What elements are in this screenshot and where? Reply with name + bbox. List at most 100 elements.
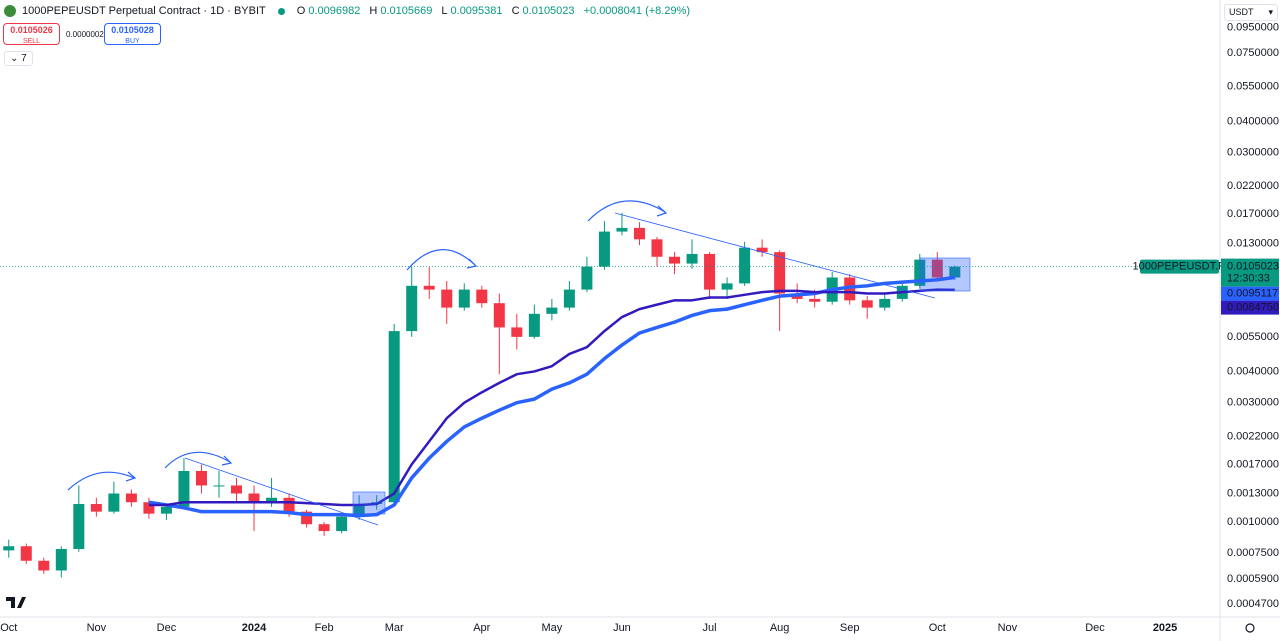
x-tick-label: Nov xyxy=(87,622,107,634)
moving-average xyxy=(148,288,955,507)
y-tick-label: 0.0017000 xyxy=(1227,458,1279,470)
buy-price: 0.0105028 xyxy=(111,25,154,35)
x-tick-label: Jun xyxy=(613,622,631,634)
x-tick-label: Dec xyxy=(157,622,177,634)
candle-body xyxy=(774,252,786,294)
candle-body xyxy=(598,231,610,267)
candle-body xyxy=(704,253,716,290)
candle-body xyxy=(55,548,67,571)
candle-body xyxy=(301,511,313,525)
y-tick-label: 0.0170000 xyxy=(1227,208,1279,220)
candle-body xyxy=(563,289,575,308)
y-tick-label: 0.0300000 xyxy=(1227,147,1279,159)
y-tick-label: 0.0022000 xyxy=(1227,430,1279,442)
x-tick-label: Sep xyxy=(840,622,860,634)
candle-body xyxy=(458,289,470,308)
candle-body xyxy=(511,327,523,337)
currency: USDT xyxy=(1229,7,1254,17)
ohlc-key: C xyxy=(511,5,520,17)
ohlc: O 0.0096982 H 0.0105669 L 0.0095381 C 0.0105… xyxy=(297,5,693,17)
ma-label-box xyxy=(1221,300,1279,315)
trendline xyxy=(614,212,936,299)
arrow xyxy=(406,249,476,271)
candle-body xyxy=(581,266,593,290)
candle-body xyxy=(686,253,698,264)
plot xyxy=(3,213,961,578)
last-price-box xyxy=(1221,258,1279,287)
ohlc-value: 0.0095381 xyxy=(450,5,503,17)
candle-body xyxy=(353,504,365,517)
candle-body xyxy=(809,298,821,302)
arrowhead xyxy=(466,258,478,269)
last-price-label: 0.0105023 xyxy=(1227,261,1279,273)
x-tick-label: Aug xyxy=(770,622,790,634)
ohlc-key: H xyxy=(369,5,378,17)
y-tick-label: 0.0220000 xyxy=(1227,180,1279,192)
y-tick-label: 0.0040000 xyxy=(1227,365,1279,377)
sell-label: SELL xyxy=(22,38,41,45)
x-tick-label: Oct xyxy=(929,622,946,634)
candle-body xyxy=(3,546,15,551)
y-tick-label: 0.0550000 xyxy=(1227,81,1279,93)
candle-body xyxy=(283,497,295,512)
y-tick-label: 0.0005900 xyxy=(1227,573,1279,585)
settings-icon[interactable] xyxy=(1245,623,1255,633)
symbol-label: 1000PEPEUSDT.P xyxy=(1133,261,1226,273)
candle-body xyxy=(125,493,137,503)
trendline xyxy=(184,457,379,526)
candle-body xyxy=(38,560,50,571)
candle-body xyxy=(108,493,120,512)
status-dot xyxy=(277,7,285,15)
candle-body xyxy=(318,524,330,532)
candle-body xyxy=(476,289,488,304)
arrow xyxy=(164,451,231,469)
candle-body xyxy=(493,303,505,328)
y-tick-label: 0.0010000 xyxy=(1227,516,1279,528)
ma-label-box xyxy=(1221,286,1279,301)
arrowhead xyxy=(221,455,233,466)
ohlc-value: 0.0105023 xyxy=(522,5,575,17)
ma-label: 0.0095117 xyxy=(1227,288,1278,300)
symbol-label-box xyxy=(1140,259,1219,274)
tv-logo xyxy=(6,597,26,608)
chevron: ▾ xyxy=(1268,7,1273,17)
indicators-toggle[interactable]: ⌄ 7 xyxy=(4,51,33,66)
spread: 0.0000002 xyxy=(66,30,104,39)
y-tick-label: 0.0055000 xyxy=(1227,331,1279,343)
currency-select[interactable]: USDT ▾ xyxy=(1224,4,1278,21)
arrowhead xyxy=(125,471,137,482)
y-tick-label: 0.0007500 xyxy=(1227,547,1279,559)
candle-body xyxy=(721,283,733,290)
logo-shape xyxy=(6,597,26,608)
candle-body xyxy=(861,300,873,308)
candle-body xyxy=(231,485,243,494)
candle-body xyxy=(756,247,768,253)
candle-body xyxy=(931,259,943,278)
candle-body xyxy=(633,227,645,240)
annotations xyxy=(67,200,971,526)
candle-body xyxy=(669,256,681,264)
arrowhead xyxy=(656,205,668,217)
candle-body xyxy=(949,266,961,278)
candle-body xyxy=(879,298,891,308)
symbol-title[interactable]: 1000PEPEUSDT Perpetual Contract · 1D · B… xyxy=(22,5,266,17)
x-tick-label: Apr xyxy=(473,622,490,634)
ohlc-key: L xyxy=(441,5,448,17)
candle-body xyxy=(546,307,558,314)
candle-body xyxy=(336,516,348,532)
y-tick-label: 0.0004700 xyxy=(1227,598,1279,610)
x-tick-label: Oct xyxy=(0,622,17,634)
buy-button[interactable]: 0.0105028 BUY xyxy=(104,23,161,45)
candle-body xyxy=(73,504,85,549)
header: 1000PEPEUSDT Perpetual Contract · 1D · B… xyxy=(4,5,693,17)
arrow xyxy=(587,200,666,222)
symbol-logo xyxy=(4,5,16,17)
ma-label: 0.0084750 xyxy=(1227,302,1279,314)
indicators-count: 7 xyxy=(21,53,27,64)
sell-button[interactable]: 0.0105026 SELL xyxy=(3,23,60,45)
candle-body xyxy=(143,502,155,514)
candle-body xyxy=(213,485,225,487)
candle-body xyxy=(160,506,172,514)
ohlc-value: 0.0105669 xyxy=(380,5,433,17)
